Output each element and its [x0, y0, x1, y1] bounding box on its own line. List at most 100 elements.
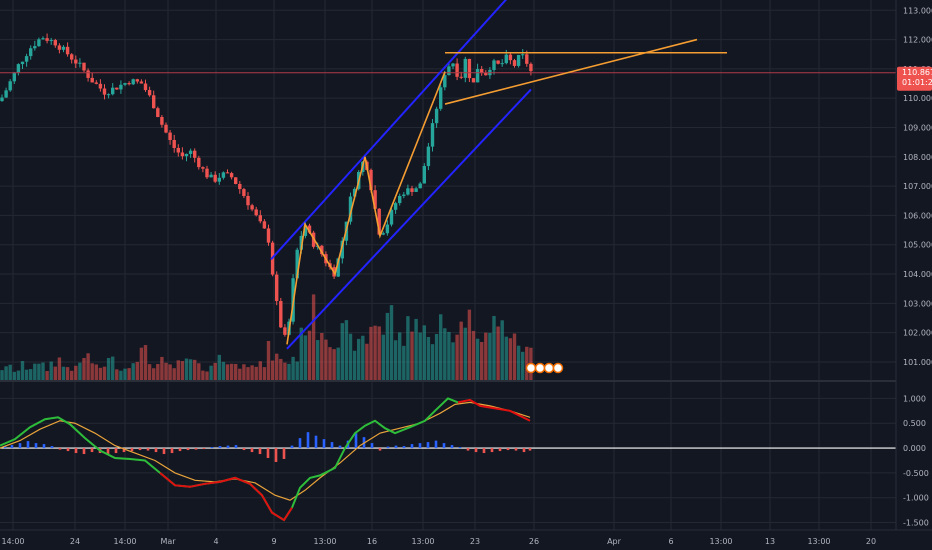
volume-bar: [406, 316, 410, 380]
dividends-marker-icon[interactable]: [525, 362, 537, 374]
volume-bar: [336, 347, 340, 380]
volume-bar: [217, 354, 221, 380]
candle-body: [70, 54, 74, 60]
volume-bar: [197, 363, 201, 380]
time-scale[interactable]: [0, 530, 896, 550]
volume-bar: [168, 364, 172, 380]
histogram-bar: [202, 448, 206, 450]
candle-body: [262, 221, 267, 229]
candle-body: [135, 79, 139, 82]
candle-body: [525, 54, 529, 64]
candle-body: [418, 183, 422, 189]
volume-bar: [303, 335, 308, 380]
time-tick-label: 9: [271, 537, 276, 546]
volume-bar: [0, 370, 4, 380]
time-tick-label: 24: [70, 537, 80, 546]
candle-body: [283, 327, 287, 335]
volume-bar: [57, 357, 62, 380]
volume-bar: [504, 336, 508, 380]
candle-body: [492, 60, 496, 70]
splits-marker-icon[interactable]: [543, 362, 555, 374]
candle-body: [377, 208, 381, 235]
histogram-bar: [170, 448, 174, 454]
candle-body: [172, 139, 176, 148]
histogram-bar: [418, 443, 422, 449]
volume-bar: [422, 325, 426, 380]
candle-body: [12, 72, 16, 82]
candle-body: [33, 46, 37, 49]
candle-body: [143, 83, 148, 91]
histogram-bar: [522, 448, 526, 453]
volume-bar: [234, 363, 238, 380]
candle-body: [209, 174, 213, 178]
volume-bar: [242, 364, 246, 380]
price-tick-label: 103.000: [903, 299, 932, 308]
histogram-bar: [34, 443, 38, 449]
candle-body: [475, 69, 480, 83]
candle-body: [295, 249, 299, 279]
histogram-bar: [394, 445, 398, 449]
macd-tick-label: 0.000: [903, 444, 926, 453]
histogram-bar: [386, 446, 390, 449]
time-tick-label: Apr: [607, 537, 622, 546]
time-tick-label: 23: [470, 537, 480, 546]
candle-body: [307, 225, 312, 233]
candle-body: [221, 172, 226, 178]
volume-bar: [463, 327, 467, 380]
volume-bar: [164, 362, 168, 380]
histogram-bar: [482, 448, 486, 454]
volume-bar: [414, 318, 418, 380]
histogram-bar: [306, 432, 310, 449]
candle-body: [160, 117, 164, 125]
time-tick-label: 13:00: [411, 537, 434, 546]
histogram-bar: [298, 438, 302, 449]
candle-body: [336, 258, 340, 277]
histogram-bar: [42, 444, 46, 449]
news-marker-icon[interactable]: [552, 362, 564, 374]
candle-body: [205, 168, 209, 178]
volume-bar: [467, 309, 472, 380]
candle-body: [8, 81, 12, 91]
candle-body: [430, 123, 435, 147]
candle-body: [484, 72, 488, 76]
histogram-bar: [474, 448, 478, 453]
volume-bar: [316, 340, 320, 380]
candle-body: [381, 233, 385, 235]
earnings-marker-icon[interactable]: [534, 362, 546, 374]
candle-body: [90, 77, 94, 83]
volume-bar: [156, 363, 160, 380]
candle-body: [434, 108, 439, 124]
volume-bar: [24, 369, 29, 380]
candle-body: [516, 54, 521, 66]
candle-body: [500, 63, 504, 65]
histogram-bar: [506, 448, 510, 451]
candle-body: [29, 48, 33, 57]
candle-body: [45, 38, 49, 41]
volume-bar: [16, 370, 21, 380]
histogram-bar: [282, 448, 286, 459]
event-markers[interactable]: [525, 362, 564, 374]
current-price-label: 110.867: [902, 68, 932, 77]
volume-bar: [447, 331, 451, 380]
time-tick-label: 14:00: [1, 537, 24, 546]
news-marker-circle: [552, 362, 564, 374]
macd-tick-label: 0.500: [903, 419, 926, 428]
volume-bar: [516, 345, 521, 380]
volume-bar: [365, 343, 369, 380]
volume-bar: [402, 345, 406, 380]
candle-body: [521, 54, 525, 56]
volume-bar: [508, 338, 513, 380]
volume-bar: [221, 361, 226, 380]
histogram-bar: [528, 448, 532, 451]
volume-bar: [385, 312, 390, 380]
histogram-bar: [18, 443, 22, 449]
volume-bar: [311, 294, 316, 380]
candle-body: [106, 94, 111, 96]
candle-body: [53, 40, 57, 46]
volume-bar: [205, 371, 209, 380]
volume-bar: [471, 330, 476, 380]
price-tick-label: 108.000: [903, 153, 932, 162]
histogram-bar: [146, 448, 150, 451]
